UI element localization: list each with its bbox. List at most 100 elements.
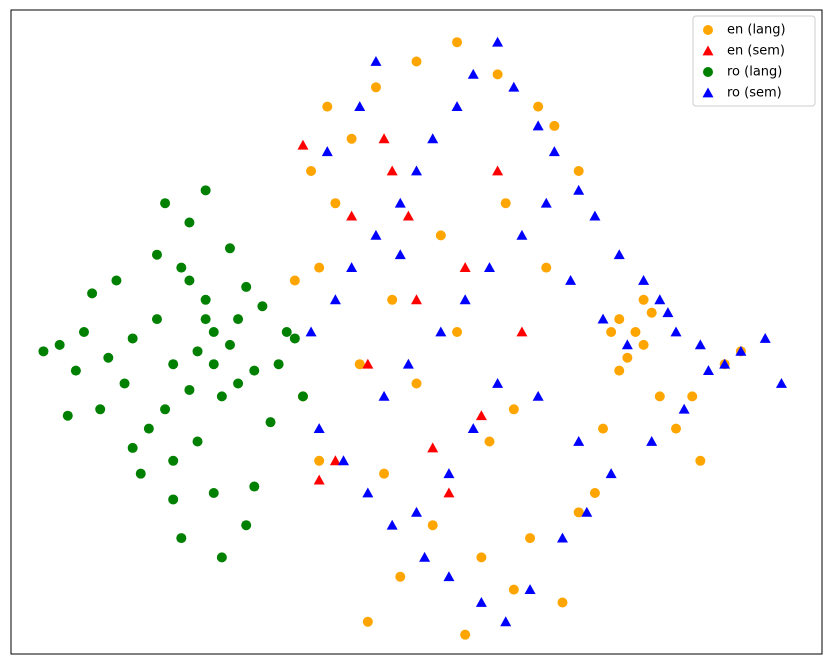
circle-point (379, 468, 390, 479)
legend-label: ro (lang) (727, 65, 782, 80)
circle-point (151, 314, 162, 325)
circle-point (127, 333, 138, 344)
circle-point (330, 198, 341, 209)
triangle-point (548, 146, 560, 157)
circle-point (208, 327, 219, 337)
circle-point (476, 552, 487, 563)
circle-point (589, 488, 600, 498)
triangle-point (508, 81, 520, 92)
circle-point (695, 455, 706, 466)
circle-point (200, 294, 211, 305)
triangle-point (492, 165, 504, 176)
triangle-point (378, 133, 390, 144)
triangle-point (678, 403, 690, 414)
circle-point (354, 359, 365, 370)
triangle-point (370, 56, 382, 66)
circle-point (557, 597, 568, 608)
circle-point (533, 101, 544, 112)
triangle-point (646, 435, 658, 446)
triangle-point (394, 249, 406, 260)
triangle-point (565, 274, 577, 285)
circle-point (500, 198, 511, 209)
circle-point (249, 365, 260, 376)
circle-point (184, 217, 195, 228)
circle-point (119, 378, 130, 389)
circle-point (184, 384, 195, 395)
triangle-point (321, 146, 333, 157)
triangle-point (621, 339, 633, 350)
circle-point (233, 314, 244, 325)
triangle-point (427, 133, 439, 144)
circle-point (160, 404, 171, 415)
triangle-point (532, 120, 544, 131)
circle-point (289, 333, 300, 344)
triangle-point (394, 197, 406, 208)
circle-point (208, 359, 219, 370)
circle-point (168, 455, 179, 466)
circle-point (192, 436, 203, 447)
triangle-point (670, 326, 682, 337)
triangle-point (435, 326, 447, 337)
circle-point (484, 436, 495, 447)
triangle-point (759, 332, 771, 343)
circle-point (452, 327, 463, 337)
circle-point (216, 391, 227, 402)
circle-point (103, 352, 114, 363)
triangle-point (613, 249, 625, 260)
triangle-point (297, 139, 309, 150)
circle-point (541, 262, 552, 273)
circle-point (549, 120, 560, 131)
circle-point (224, 243, 235, 254)
triangle-point (411, 506, 422, 517)
triangle-point (694, 339, 706, 350)
triangle-point (305, 326, 317, 337)
triangle-point (702, 87, 714, 98)
circle-point (200, 185, 211, 196)
circle-point (598, 423, 609, 434)
triangle-point (532, 390, 544, 401)
circle-point (249, 481, 260, 492)
triangle-point (638, 274, 650, 285)
triangle-point (386, 165, 398, 176)
circle-point (387, 294, 398, 305)
triangle-point (556, 532, 568, 543)
circle-point (208, 488, 219, 498)
plot-frame (10, 9, 823, 655)
circle-point (289, 275, 300, 286)
circle-point (508, 404, 519, 415)
triangle-point (451, 101, 463, 111)
triangle-point (419, 551, 431, 562)
circle-point (362, 616, 373, 627)
triangle-point (516, 326, 528, 337)
triangle-point (467, 423, 479, 433)
triangle-point (459, 294, 471, 305)
circle-point (525, 533, 536, 544)
triangle-point (492, 378, 504, 388)
triangle-point (346, 262, 358, 272)
circle-point (176, 262, 187, 273)
circle-point (435, 230, 446, 241)
legend-label: en (sem) (727, 44, 785, 59)
triangle-point (597, 313, 609, 324)
circle-point (176, 533, 187, 544)
triangle-point (378, 390, 390, 401)
circle-point (224, 339, 235, 350)
triangle-point (475, 596, 487, 607)
circle-point (168, 494, 179, 505)
circle-point (273, 359, 284, 370)
circle-point (314, 262, 325, 273)
circle-point (671, 423, 682, 434)
circle-point (452, 37, 463, 48)
circle-point (508, 584, 519, 595)
circle-point (370, 82, 381, 93)
triangle-point (362, 358, 374, 369)
triangle-point (443, 571, 455, 582)
triangle-point (411, 165, 422, 176)
circle-point (62, 410, 73, 421)
circle-point (460, 629, 471, 640)
triangle-point (411, 294, 422, 305)
circle-point (654, 391, 665, 402)
circle-point (395, 571, 406, 582)
legend: en (lang) en (sem) ro (lang) ro (sem) (692, 15, 816, 107)
triangle-point (362, 487, 374, 498)
